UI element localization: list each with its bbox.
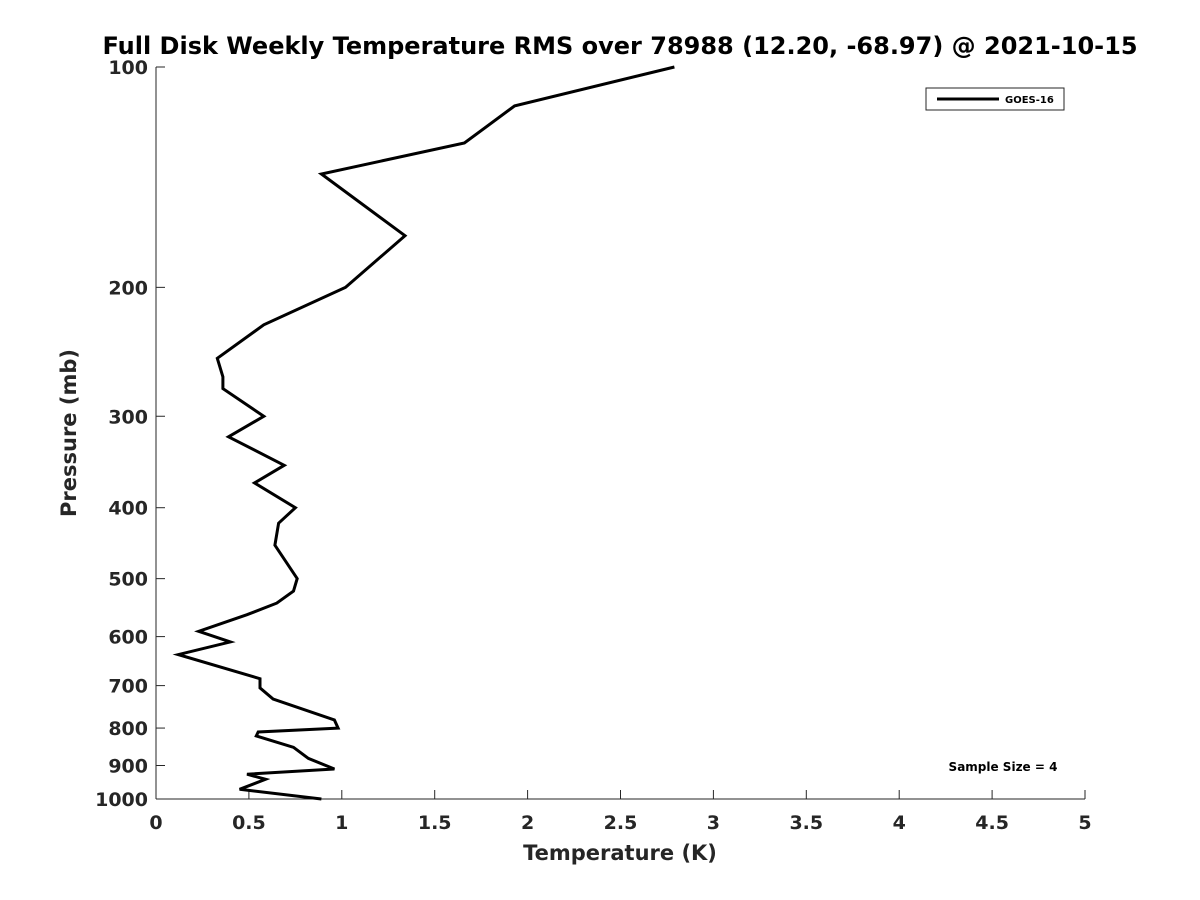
x-tick-label-5: 2.5 — [604, 812, 638, 834]
x-tick-label-7: 3.5 — [789, 812, 823, 834]
x-tick-label-10: 5 — [1078, 812, 1091, 834]
chart-title: Full Disk Weekly Temperature RMS over 78… — [102, 32, 1137, 60]
y-axis-label: Pressure (mb) — [57, 349, 81, 517]
x-axis-ticks: 0 0.5 1 1.5 2 2.5 3 3.5 4 4.5 5 — [149, 790, 1092, 834]
x-tick-label-4: 2 — [521, 812, 534, 834]
sample-size-annotation: Sample Size = 4 — [949, 760, 1058, 774]
legend-label-goes-16: GOES-16 — [1005, 95, 1054, 106]
y-tick-label-8: 900 — [108, 756, 148, 778]
y-tick-label-6: 700 — [108, 676, 148, 698]
y-tick-label-5: 600 — [108, 627, 148, 649]
x-tick-label-9: 4.5 — [975, 812, 1009, 834]
series-group — [172, 65, 675, 801]
y-tick-label-3: 400 — [108, 498, 148, 520]
y-tick-label-2: 300 — [108, 406, 148, 428]
x-tick-label-2: 1 — [335, 812, 348, 834]
y-axis-ticks: 100 200 300 400 500 600 700 800 900 1000 — [95, 57, 165, 811]
y-tick-label-4: 500 — [108, 569, 148, 591]
plot-area — [155, 67, 1085, 800]
y-tick-label-1: 200 — [108, 277, 148, 299]
x-tick-label-8: 4 — [893, 812, 906, 834]
series-line-goes-16 — [172, 65, 675, 801]
plot-frame — [156, 67, 1085, 799]
y-tick-label-9: 1000 — [95, 789, 148, 811]
legend: GOES-16 — [925, 87, 1065, 111]
x-tick-label-0: 0 — [149, 812, 162, 834]
y-tick-label-7: 800 — [108, 718, 148, 740]
x-axis-label: Temperature (K) — [523, 841, 717, 865]
x-tick-label-3: 1.5 — [418, 812, 452, 834]
y-tick-label-0: 100 — [108, 57, 148, 79]
x-tick-label-6: 3 — [707, 812, 720, 834]
x-tick-label-1: 0.5 — [232, 812, 266, 834]
